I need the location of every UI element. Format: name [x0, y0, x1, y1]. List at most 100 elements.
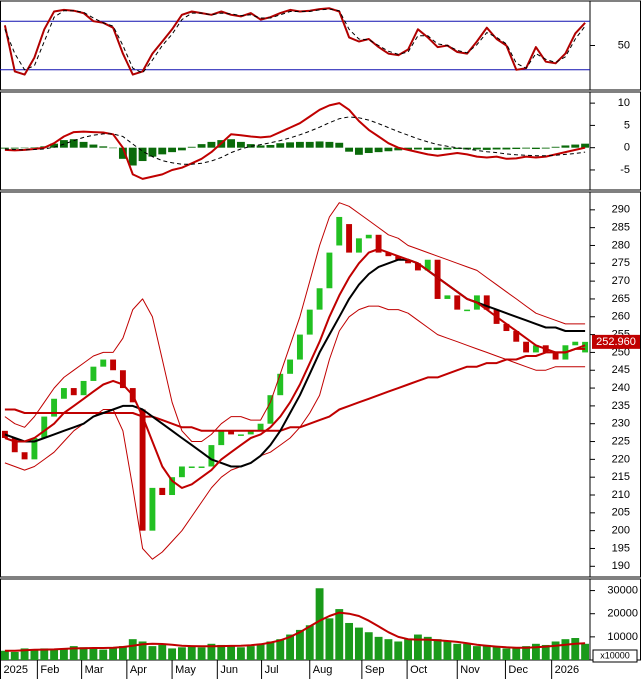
- candle: [198, 466, 205, 468]
- candle: [267, 395, 274, 424]
- y-tick-label: 0: [624, 142, 630, 154]
- bar: [404, 639, 413, 660]
- x-tick-label: Jul: [265, 664, 279, 676]
- bar: [315, 588, 324, 660]
- bar: [138, 147, 147, 162]
- series-line: [4, 202, 586, 442]
- bar: [30, 649, 39, 660]
- bar: [295, 141, 304, 148]
- bar: [551, 641, 560, 660]
- bar: [197, 144, 206, 148]
- bar: [50, 649, 59, 660]
- candle: [483, 295, 490, 310]
- bar: [295, 629, 304, 660]
- y-tick-label: 195: [612, 542, 630, 554]
- bar: [364, 147, 373, 154]
- candle: [228, 430, 235, 435]
- bar: [423, 147, 432, 150]
- bar: [305, 625, 314, 660]
- bar: [0, 650, 9, 660]
- bar: [236, 141, 245, 148]
- bar: [384, 639, 393, 660]
- bar: [305, 141, 314, 148]
- candle: [572, 341, 579, 346]
- x-tick-label: May: [175, 664, 196, 676]
- candle: [110, 359, 117, 371]
- y-tick-label: 290: [612, 204, 630, 216]
- y-tick-label: 210: [612, 489, 630, 501]
- y-tick-label: 220: [612, 453, 630, 465]
- y-tick-label: 200: [612, 525, 630, 537]
- y-tick-label: 205: [612, 507, 630, 519]
- bar: [109, 648, 118, 660]
- bar: [109, 147, 118, 149]
- bar: [374, 147, 383, 153]
- candle: [287, 359, 294, 374]
- bar: [187, 146, 196, 148]
- bar: [207, 141, 216, 148]
- bar: [492, 147, 501, 150]
- bar: [217, 644, 226, 660]
- last-price-label: 252.960: [596, 336, 636, 348]
- candle: [513, 331, 520, 342]
- y-tick-label: 245: [612, 364, 630, 376]
- bar: [354, 147, 363, 155]
- candle: [237, 434, 244, 436]
- bar: [571, 144, 580, 148]
- candle: [405, 259, 412, 264]
- y-tick-label: 225: [612, 435, 630, 447]
- y-tick-label: 10000: [607, 631, 638, 643]
- bar: [404, 147, 413, 150]
- series-line: [4, 8, 586, 74]
- bar: [20, 147, 29, 149]
- series-line: [4, 305, 586, 560]
- bar: [345, 147, 354, 152]
- bar: [30, 147, 39, 148]
- candle: [503, 323, 510, 332]
- bar: [236, 647, 245, 660]
- bar: [571, 638, 580, 660]
- bar: [256, 643, 265, 660]
- candle: [31, 437, 38, 460]
- candle: [434, 259, 441, 299]
- candle: [336, 216, 343, 246]
- x-tick-label: Aug: [313, 664, 333, 676]
- bar: [69, 646, 78, 660]
- candle: [169, 477, 176, 496]
- bar: [89, 648, 98, 660]
- bar: [541, 147, 550, 149]
- bar: [482, 147, 491, 150]
- candle: [454, 295, 461, 310]
- x-tick-label: Mar: [85, 664, 104, 676]
- candle: [552, 352, 559, 360]
- candle: [41, 416, 48, 438]
- y-tick-label: 285: [612, 222, 630, 234]
- candle: [316, 288, 323, 310]
- bar: [286, 142, 295, 148]
- bar: [354, 627, 363, 660]
- bar: [492, 646, 501, 660]
- candle: [178, 466, 185, 478]
- bar: [423, 636, 432, 660]
- y-tick-label: 50: [618, 39, 630, 51]
- candle: [11, 437, 18, 453]
- candle: [464, 309, 471, 312]
- candle: [70, 388, 77, 396]
- candle: [247, 430, 254, 435]
- bar: [443, 641, 452, 660]
- bar: [177, 647, 186, 660]
- bar: [433, 147, 442, 150]
- bar: [50, 143, 59, 148]
- candle: [346, 224, 353, 253]
- candle: [218, 430, 225, 446]
- candle: [355, 238, 362, 253]
- bar: [79, 141, 88, 148]
- bar: [512, 647, 521, 660]
- candle: [375, 234, 382, 253]
- bar: [413, 147, 422, 150]
- series-line: [4, 248, 586, 489]
- bar: [10, 651, 19, 660]
- bar: [266, 641, 275, 660]
- y-tick-label: 280: [612, 239, 630, 251]
